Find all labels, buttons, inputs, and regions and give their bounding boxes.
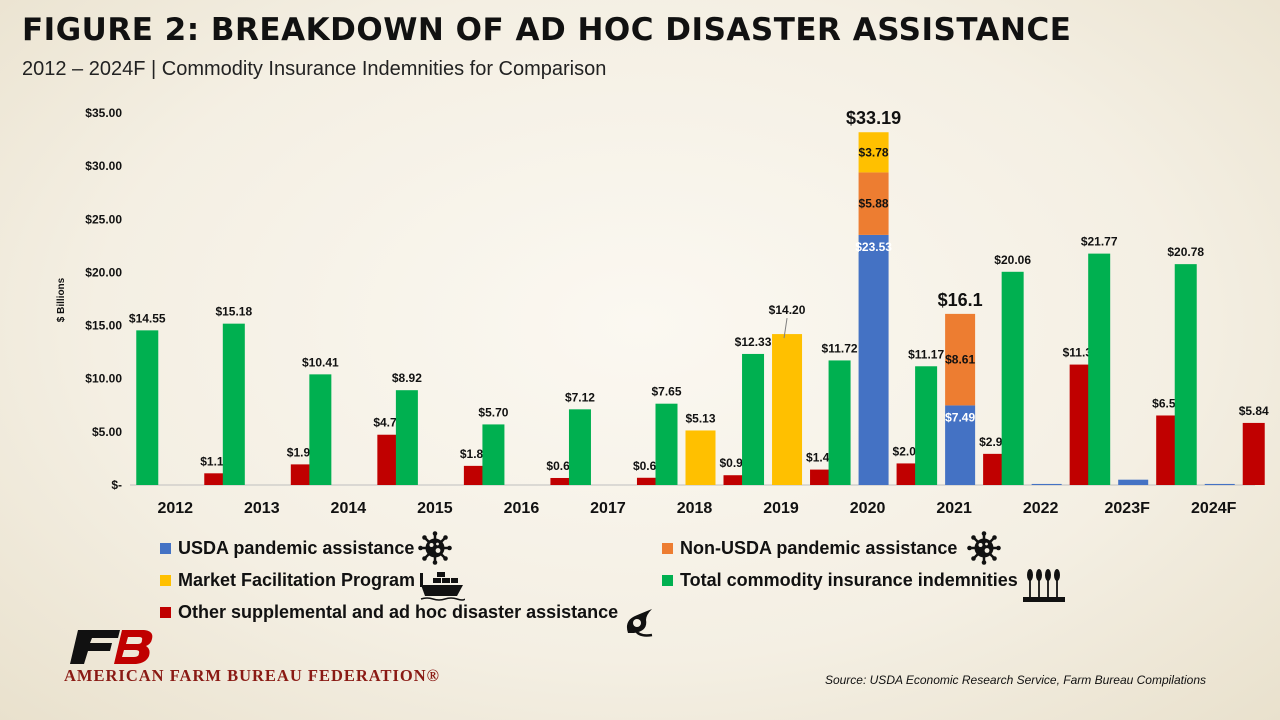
x-tick-label: 2021 <box>936 500 972 517</box>
bar-market-facilitation <box>772 334 803 485</box>
stack-total-label: $16.1 <box>938 290 983 310</box>
data-label: $7.65 <box>651 385 681 399</box>
bar-other-ad-hoc <box>204 473 227 485</box>
label-leader-line <box>783 318 788 339</box>
figure-subtitle: 2012 – 2024F | Commodity Insurance Indem… <box>22 58 607 80</box>
x-tick-label: 2013 <box>244 500 280 517</box>
bar-market-facilitation <box>858 132 889 173</box>
bar-other-ad-hoc <box>377 434 400 485</box>
x-tick-label: 2023F <box>1105 500 1151 517</box>
y-tick-label: $30.00 <box>85 159 122 173</box>
y-tick-label: $5.00 <box>92 425 122 439</box>
y-tick-label: $25.00 <box>85 212 122 226</box>
data-label: $11.72 <box>822 341 858 355</box>
bar-usda-pandemic <box>945 405 976 485</box>
data-label: $5.88 <box>859 197 889 211</box>
data-label: $10.41 <box>302 355 339 369</box>
bar-non-usda-pandemic <box>945 313 976 406</box>
bar-other-ad-hoc <box>810 469 833 485</box>
data-label: $7.49 <box>945 410 975 424</box>
data-label: $5.70 <box>478 405 508 419</box>
y-axis-title: $ Billions <box>56 277 67 322</box>
bar-other-ad-hoc <box>290 464 313 485</box>
data-label: $15.18 <box>215 305 252 319</box>
x-tick-label: 2019 <box>763 500 799 517</box>
x-tick-label: 2020 <box>850 500 886 517</box>
x-tick-label: 2015 <box>417 500 453 517</box>
stack-total-label: $33.19 <box>846 108 901 128</box>
bar-non-usda-pandemic <box>858 172 889 235</box>
bar-commodity-insurance <box>136 330 159 485</box>
data-label: $5.84 <box>1239 404 1269 418</box>
data-label: $8.61 <box>945 353 975 367</box>
bar-other-ad-hoc <box>463 465 486 485</box>
x-tick-label: 2014 <box>331 500 367 517</box>
bar-usda-pandemic <box>1031 483 1062 485</box>
bar-usda-pandemic <box>1118 479 1149 485</box>
y-tick-label: $20.00 <box>85 265 122 279</box>
fb-logo-icon <box>70 630 153 664</box>
data-label: $20.78 <box>1167 245 1204 259</box>
organization-name: AMERICAN FARM BUREAU FEDERATION® <box>64 666 441 685</box>
bar-commodity-insurance <box>828 360 851 485</box>
bar-commodity-insurance <box>1088 253 1111 485</box>
bar-other-ad-hoc <box>896 463 919 485</box>
bar-commodity-insurance <box>1001 271 1024 485</box>
data-label: $12.33 <box>735 335 772 349</box>
bar-other-ad-hoc <box>1069 364 1092 485</box>
x-tick-label: 2024F <box>1191 500 1237 517</box>
x-tick-label: 2012 <box>157 500 193 517</box>
bar-commodity-insurance <box>222 323 245 485</box>
y-tick-label: $- <box>111 478 122 492</box>
bar-commodity-insurance <box>915 366 938 485</box>
bar-commodity-insurance <box>395 390 418 485</box>
bar-other-ad-hoc <box>1156 415 1179 485</box>
bar-usda-pandemic <box>858 234 889 485</box>
data-label: $5.13 <box>685 411 715 425</box>
bar-commodity-insurance <box>1174 264 1197 485</box>
y-tick-label: $10.00 <box>85 372 122 386</box>
data-label: $21.77 <box>1081 235 1118 249</box>
data-label: $14.55 <box>129 311 166 325</box>
y-tick-label: $35.00 <box>85 106 122 120</box>
data-label: $8.92 <box>392 371 422 385</box>
bar-commodity-insurance <box>482 424 505 485</box>
bar-commodity-insurance <box>309 374 332 485</box>
bar-commodity-insurance <box>568 409 591 485</box>
x-tick-label: 2018 <box>677 500 713 517</box>
x-tick-label: 2017 <box>590 500 626 517</box>
bar-other-ad-hoc <box>983 453 1006 485</box>
data-label: $14.20 <box>769 303 806 317</box>
x-tick-label: 2022 <box>1023 500 1059 517</box>
bar-commodity-insurance <box>655 403 678 485</box>
bar-other-ad-hoc <box>550 477 573 485</box>
data-label: $20.06 <box>994 253 1031 267</box>
x-tick-label: 2016 <box>504 500 540 517</box>
bar-usda-pandemic <box>1204 483 1235 485</box>
bar-other-ad-hoc <box>636 477 659 485</box>
data-label: $3.78 <box>859 145 889 159</box>
data-label: $7.12 <box>565 390 595 404</box>
data-label: $23.53 <box>855 240 892 254</box>
bar-other-ad-hoc <box>723 475 746 485</box>
bar-market-facilitation <box>685 430 716 485</box>
bar-commodity-insurance <box>742 353 765 485</box>
y-tick-label: $15.00 <box>85 319 122 333</box>
data-label: $11.17 <box>908 347 944 361</box>
figure-title: FIGURE 2: BREAKDOWN OF AD HOC DISASTER A… <box>22 12 1072 48</box>
source-note: Source: USDA Economic Research Service, … <box>824 673 1206 687</box>
bar-other-ad-hoc <box>1242 422 1265 485</box>
